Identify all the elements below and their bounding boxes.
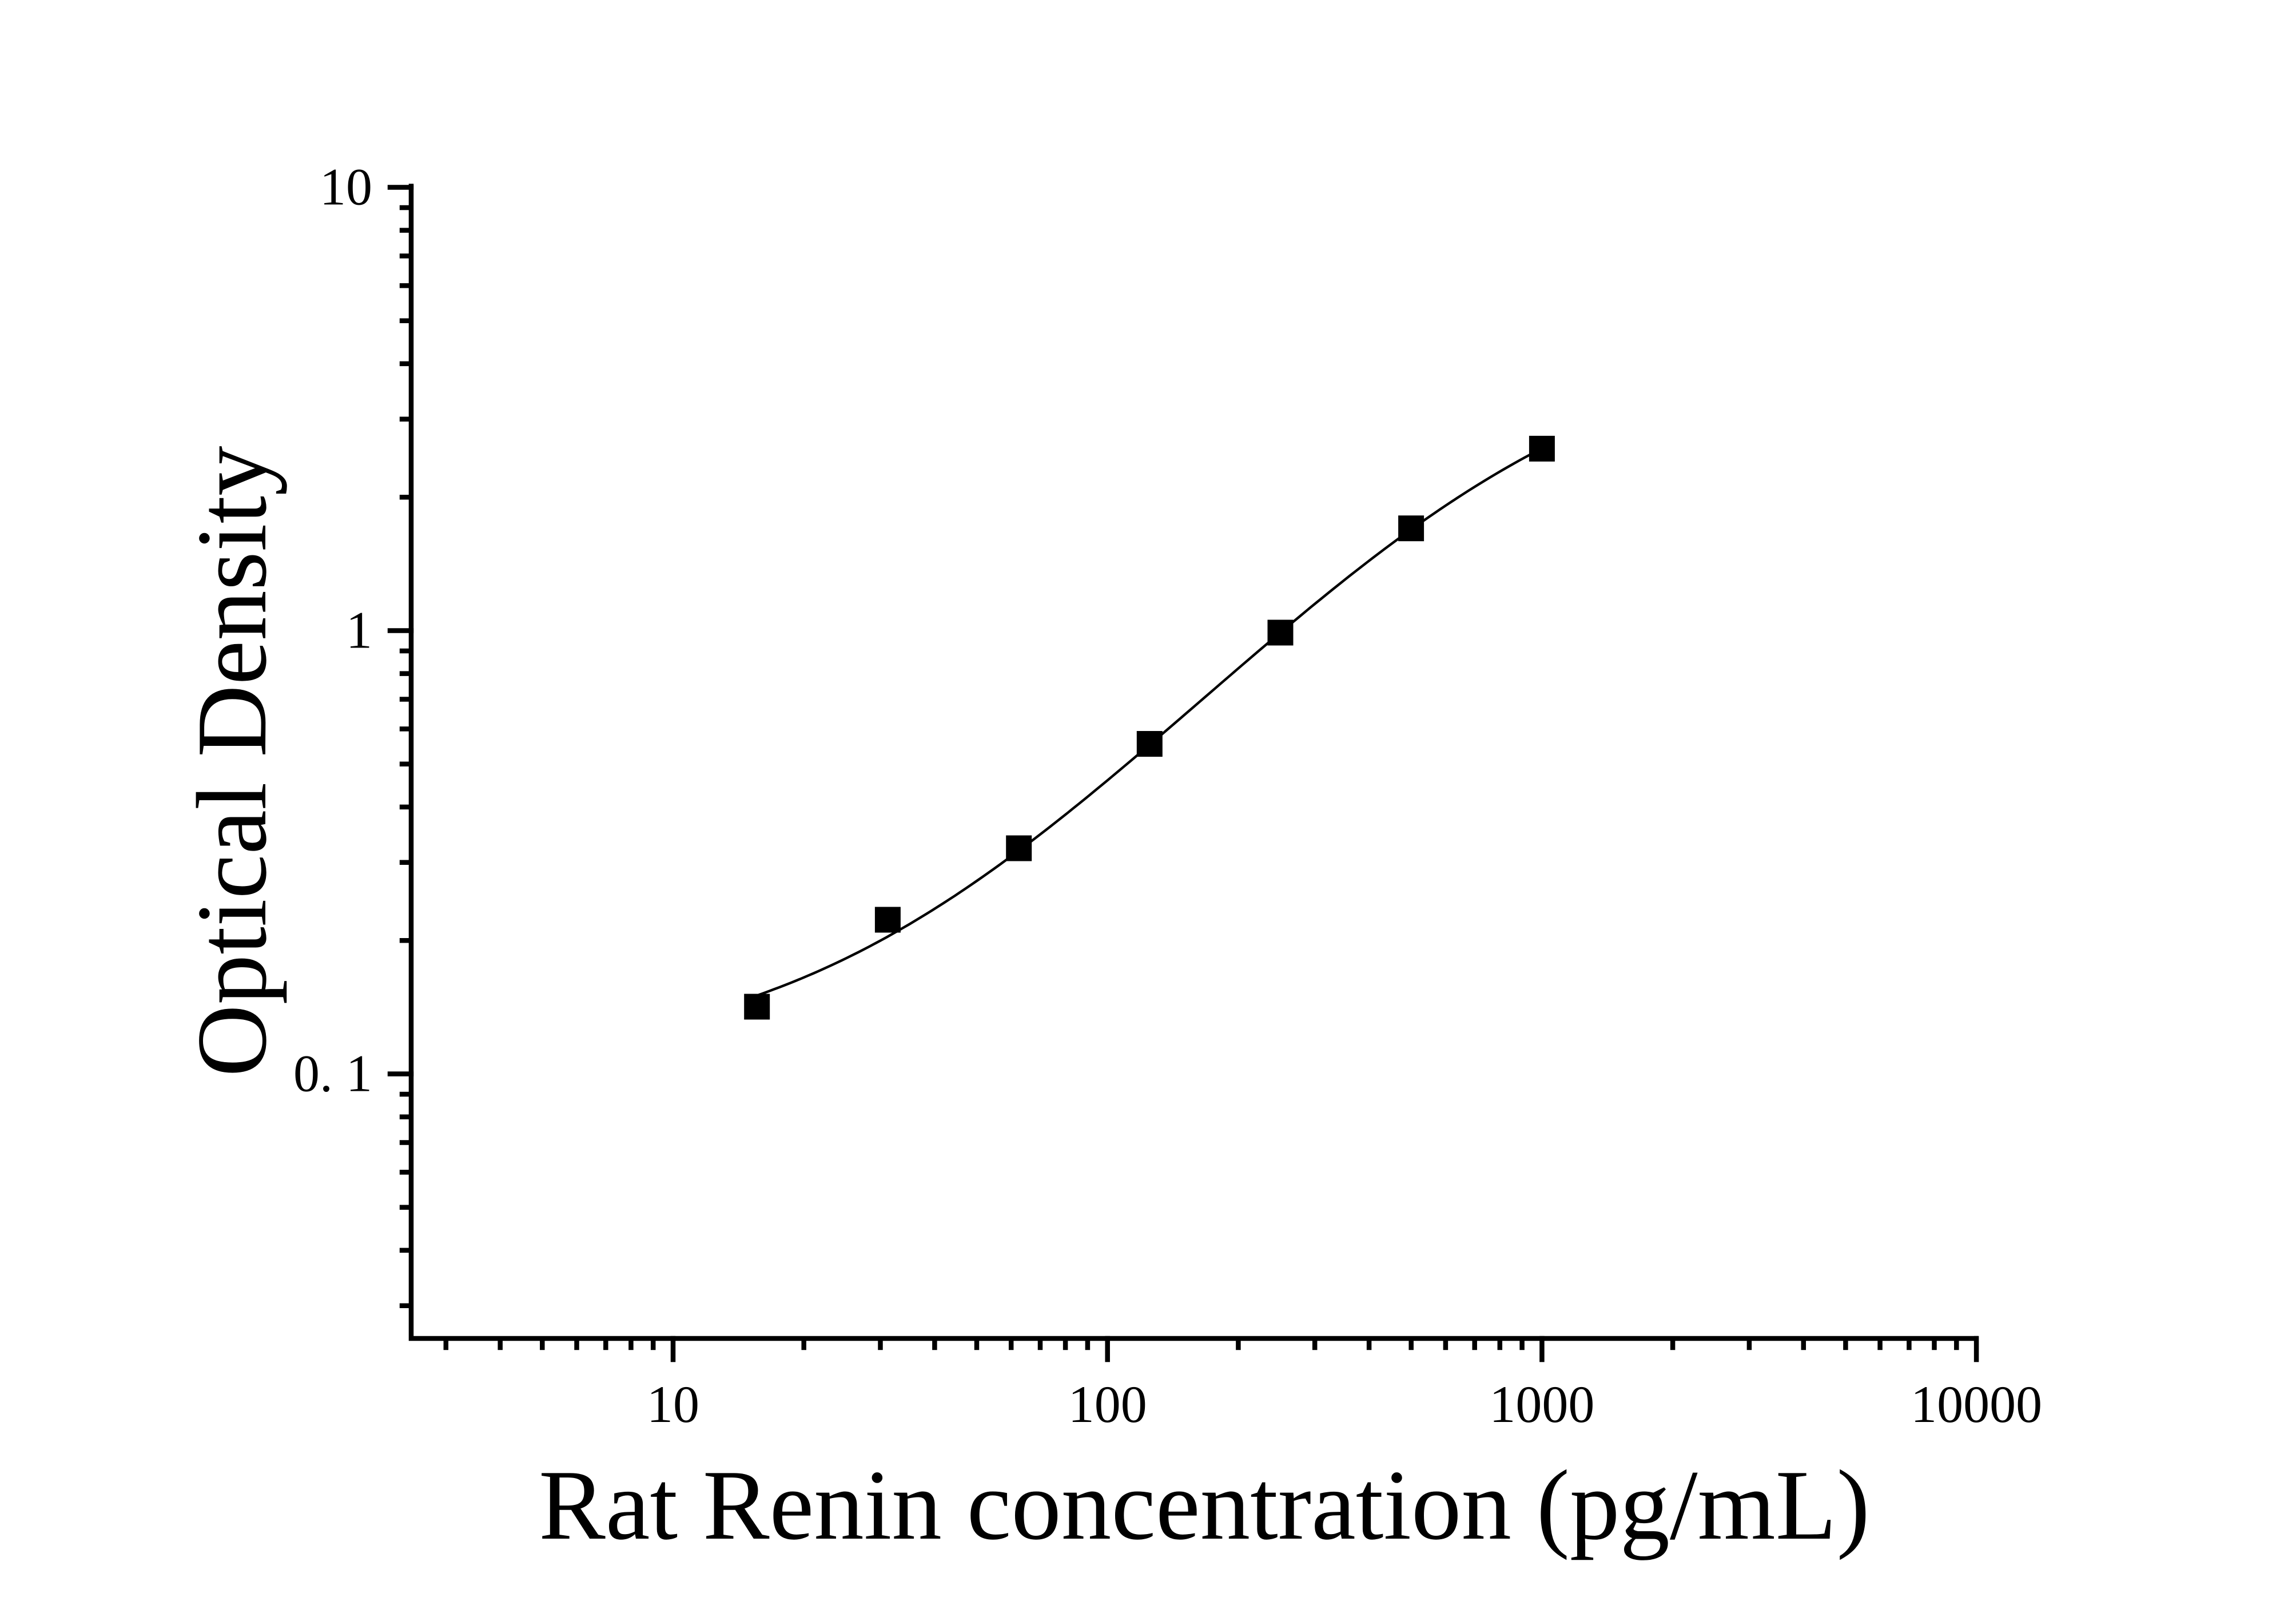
svg-text:10: 10 (647, 1375, 699, 1433)
svg-text:1: 1 (346, 601, 372, 660)
svg-text:10: 10 (320, 158, 372, 216)
svg-text:Optical Density: Optical Density (176, 446, 287, 1076)
svg-text:10000: 10000 (1911, 1375, 2042, 1433)
svg-text:Rat Renin concentration (pg/mL: Rat Renin concentration (pg/mL) (539, 1449, 1870, 1560)
svg-text:0. 1: 0. 1 (293, 1044, 372, 1103)
svg-text:1000: 1000 (1489, 1375, 1594, 1433)
svg-text:100: 100 (1068, 1375, 1147, 1433)
